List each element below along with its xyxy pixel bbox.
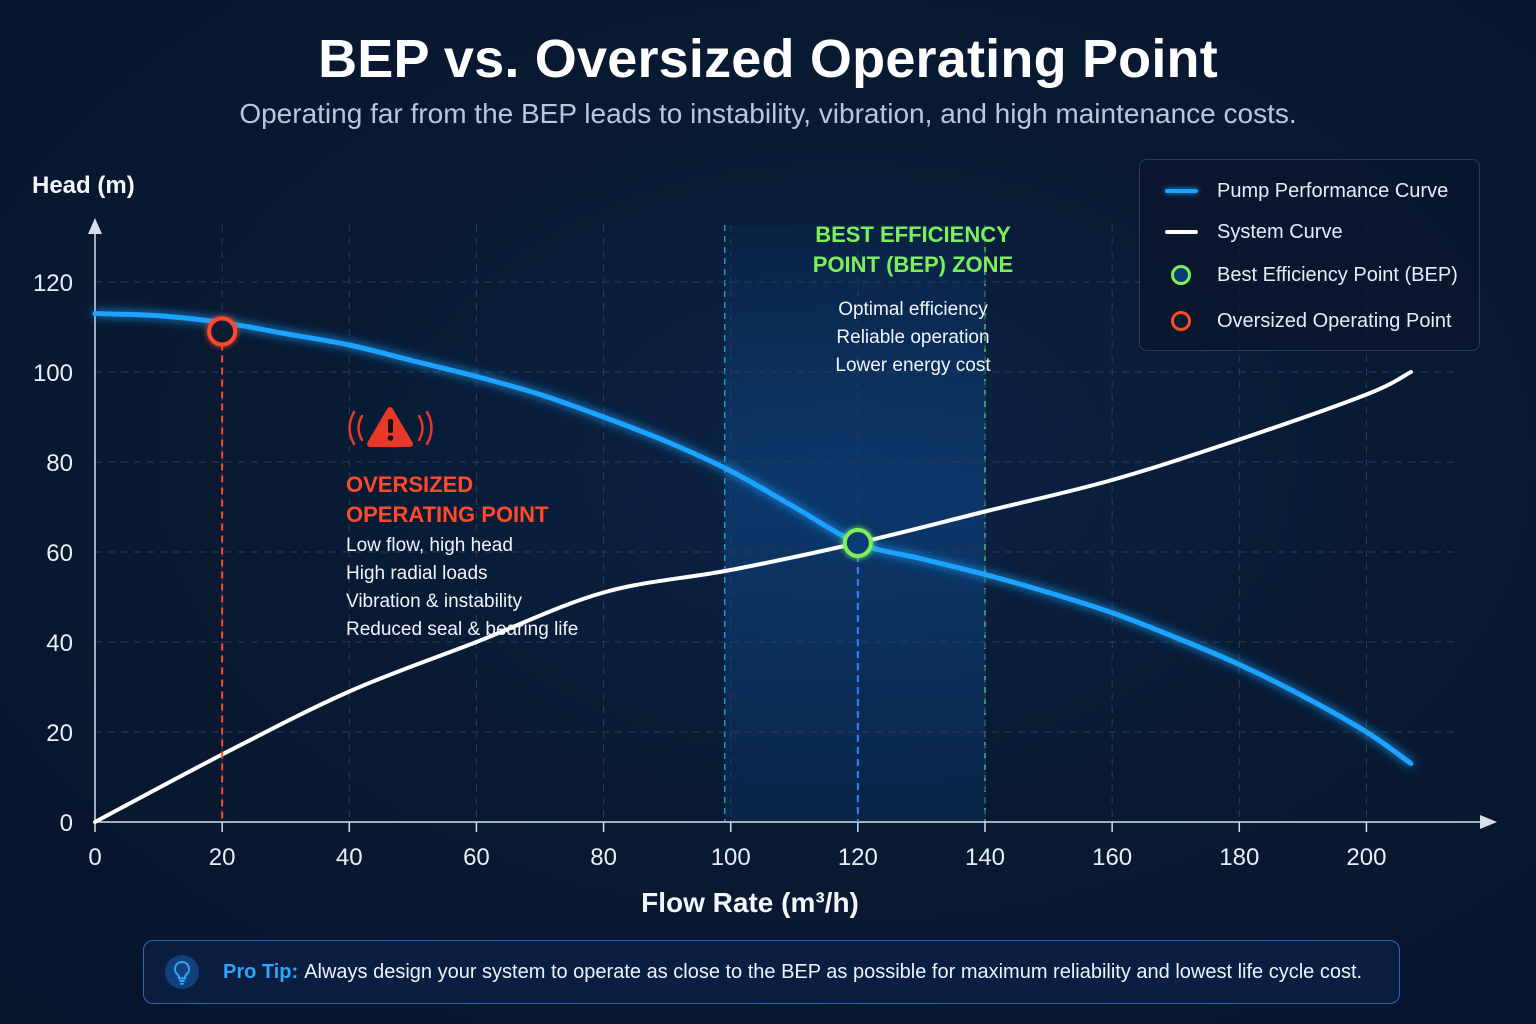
oversized-title-line2: OPERATING POINT bbox=[346, 502, 549, 527]
x-tick-label: 40 bbox=[336, 844, 363, 871]
bep-point-marker bbox=[842, 528, 873, 558]
x-tick-label: 0 bbox=[88, 844, 101, 871]
oversized-marker-icon bbox=[1171, 311, 1191, 331]
legend-label: Oversized Operating Point bbox=[1217, 309, 1452, 332]
oversized-title: OVERSIZED OPERATING POINT bbox=[346, 470, 549, 530]
bep-zone-title: BEST EFFICIENCY POINT (BEP) ZONE bbox=[762, 220, 1064, 280]
y-tick-label: 80 bbox=[46, 450, 73, 477]
bep-zone-title-line2: POINT (BEP) ZONE bbox=[812, 252, 1014, 277]
page-subtitle: Operating far from the BEP leads to inst… bbox=[239, 98, 1297, 129]
legend-label: Best Efficiency Point (BEP) bbox=[1217, 263, 1458, 286]
oversized-item: Vibration & instability bbox=[346, 591, 523, 612]
bep-zone-item: Reliable operation bbox=[836, 327, 990, 348]
pro-tip-message: Always design your system to operate as … bbox=[304, 960, 1363, 983]
y-tick-label: 100 bbox=[33, 360, 73, 387]
system-curve-swatch-icon bbox=[1165, 230, 1198, 234]
y-tick-label: 60 bbox=[46, 540, 73, 567]
pro-tip-banner: Pro Tip: Always design your system to ope… bbox=[143, 940, 1400, 1004]
y-tick-label: 0 bbox=[60, 810, 73, 837]
page-title: BEP vs. Oversized Operating Point bbox=[318, 29, 1218, 89]
legend-item-bep: Best Efficiency Point (BEP) bbox=[1160, 260, 1458, 290]
oversized-item: Reduced seal & bearing life bbox=[346, 619, 579, 640]
y-axis-arrow-icon bbox=[88, 218, 102, 234]
chart-legend: Pump Performance Curve System Curve Best… bbox=[1139, 159, 1480, 351]
x-tick-label: 200 bbox=[1346, 844, 1386, 871]
pump-performance-curve bbox=[92, 311, 1414, 766]
bep-zone-title-line1: BEST EFFICIENCY bbox=[815, 222, 1011, 247]
x-axis-title: Flow Rate (m³/h) bbox=[641, 887, 859, 918]
legend-label: Pump Performance Curve bbox=[1217, 179, 1449, 202]
pump-curve-swatch-icon bbox=[1165, 189, 1198, 193]
x-tick-label: 20 bbox=[209, 844, 236, 871]
oversized-point-marker bbox=[207, 316, 238, 347]
y-axis-title: Head (m) bbox=[32, 172, 135, 199]
bep-zone-item: Lower energy cost bbox=[835, 355, 991, 376]
x-tick-label: 120 bbox=[838, 844, 878, 871]
x-tick-label: 160 bbox=[1092, 844, 1132, 871]
x-tick-label: 100 bbox=[711, 844, 751, 871]
x-tick-label: 140 bbox=[965, 844, 1005, 871]
x-axis-arrow-icon bbox=[1480, 815, 1497, 829]
x-tick-label: 80 bbox=[590, 844, 617, 871]
x-tick-label: 180 bbox=[1219, 844, 1259, 871]
oversized-item: High radial loads bbox=[346, 563, 488, 584]
x-tick-label: 60 bbox=[463, 844, 490, 871]
bep-zone-item: Optimal efficiency bbox=[838, 299, 988, 320]
oversized-list: Low flow, high head High radial loads Vi… bbox=[346, 532, 578, 644]
oversized-item: Low flow, high head bbox=[346, 535, 513, 556]
pro-tip-label: Pro Tip: bbox=[223, 960, 299, 983]
pro-tip-text: Pro Tip: Always design your system to ope… bbox=[223, 961, 1362, 984]
legend-item-oversized: Oversized Operating Point bbox=[1160, 306, 1452, 336]
lightbulb-icon bbox=[165, 955, 199, 989]
legend-item-pump-curve: Pump Performance Curve bbox=[1160, 176, 1448, 206]
legend-item-system-curve: System Curve bbox=[1160, 217, 1343, 247]
oversized-title-line1: OVERSIZED bbox=[346, 472, 474, 497]
legend-label: System Curve bbox=[1217, 220, 1343, 243]
bep-zone-list: Optimal efficiency Reliable operation Lo… bbox=[762, 296, 1064, 380]
y-tick-label: 120 bbox=[33, 270, 73, 297]
y-tick-label: 40 bbox=[46, 630, 73, 657]
system-curve bbox=[93, 370, 1413, 824]
y-tick-label: 20 bbox=[46, 720, 73, 747]
warning-triangle-icon bbox=[348, 407, 433, 447]
bep-marker-icon bbox=[1171, 265, 1191, 285]
